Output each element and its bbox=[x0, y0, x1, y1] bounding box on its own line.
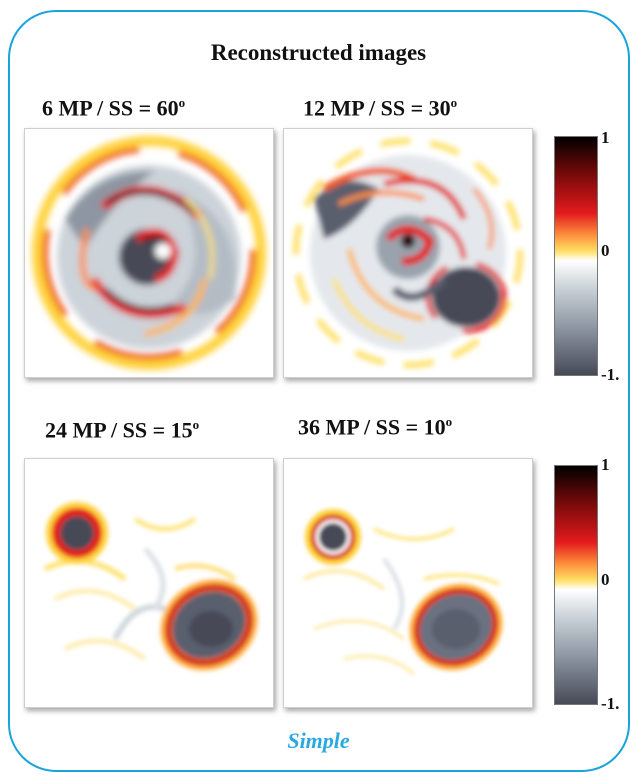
method-label: Simple bbox=[287, 728, 350, 753]
panel-label-3: 24 MP / SS = 15o bbox=[45, 417, 200, 443]
colorbar-top-mid-label: 0 bbox=[601, 241, 610, 260]
reconstruction-panel-24mp bbox=[24, 458, 274, 708]
reconstruction-image-12mp bbox=[293, 138, 523, 368]
figure-title: Reconstructed images bbox=[210, 40, 427, 65]
reconstruction-image-24mp bbox=[43, 502, 258, 671]
reconstruction-panel-6mp bbox=[24, 128, 274, 378]
colorbar-bottom bbox=[554, 465, 598, 705]
reconstruction-panel-12mp bbox=[283, 128, 533, 378]
panel-label-1: 6 MP / SS = 60o bbox=[42, 95, 186, 121]
colorbar-top-min-label: -1. bbox=[601, 365, 620, 384]
panel-label-4: 36 MP / SS = 10o bbox=[298, 414, 453, 440]
colorbar-bottom-min-label: -1. bbox=[601, 694, 620, 713]
colorbar-bottom-max-label: 1 bbox=[601, 455, 610, 474]
colorbar-bottom-mid-label: 0 bbox=[601, 570, 610, 589]
colorbar-top-max-label: 1 bbox=[601, 128, 610, 147]
colorbar-top bbox=[554, 136, 598, 376]
reconstruction-image-6mp bbox=[32, 136, 266, 370]
panel-label-2: 12 MP / SS = 30o bbox=[303, 95, 458, 121]
outer-frame bbox=[8, 10, 630, 772]
reconstruction-image-36mp bbox=[303, 509, 503, 676]
reconstruction-panel-36mp bbox=[283, 458, 533, 708]
